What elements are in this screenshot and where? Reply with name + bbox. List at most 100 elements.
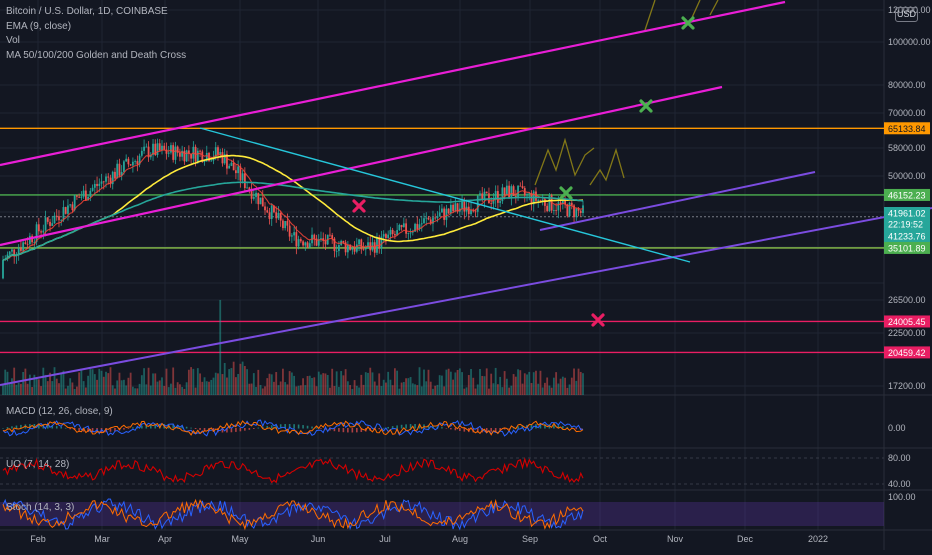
volume-bar (367, 372, 369, 395)
candle-body (136, 161, 139, 165)
candle-body (317, 239, 320, 246)
volume-bar (402, 382, 405, 395)
stoch-label[interactable]: Stoch (14, 3, 3) (6, 502, 75, 513)
candle-body (87, 196, 89, 201)
macd-histogram-bar (176, 425, 179, 429)
macd-histogram-bar (181, 425, 183, 429)
macd-histogram-bar (279, 424, 282, 429)
volume-bar (382, 379, 385, 395)
candle-body (138, 155, 141, 165)
price-label-text: 24005.45 (888, 317, 926, 327)
volume-bar (185, 382, 188, 395)
macd-axis-tick: 0.00 (888, 423, 906, 433)
macd-label[interactable]: MACD (12, 26, close, 9) (6, 406, 113, 417)
volume-bar (250, 383, 253, 395)
candle-body (259, 197, 262, 205)
candle-body (109, 177, 112, 185)
volume-bar (573, 368, 575, 395)
volume-bar (114, 388, 116, 395)
candle-body (33, 241, 36, 243)
volume-bar (248, 383, 251, 395)
candle-body (452, 204, 455, 212)
candle-body (456, 203, 459, 212)
golden-cross-marker (681, 16, 695, 30)
candle-body (351, 248, 354, 250)
golden-cross-marker (639, 99, 653, 113)
volume-bar (226, 377, 228, 395)
macd-histogram-bar (387, 426, 389, 429)
volume-bar (331, 368, 334, 395)
volume-bar (217, 373, 219, 395)
macd-histogram-bar (194, 428, 197, 430)
volume-bar (539, 370, 542, 395)
candle-body (118, 163, 121, 176)
ema-legend[interactable]: EMA (9, close) (6, 20, 72, 32)
ma-cross-legend[interactable]: MA 50/100/200 Golden and Death Cross (6, 49, 187, 61)
candle-body (190, 153, 193, 159)
candle-body (508, 185, 511, 198)
macd-histogram-bar (20, 424, 22, 429)
stoch-d-line (2, 498, 584, 531)
candle-body (335, 250, 338, 252)
candle-body (252, 197, 255, 199)
volume-bar (362, 384, 365, 395)
candle-body (331, 235, 334, 239)
candle-body (407, 232, 410, 234)
volume-bar (212, 377, 215, 395)
candle-body (125, 158, 128, 162)
volume-bar (221, 374, 224, 395)
macd-histogram-bar (490, 428, 492, 432)
volume-bar (75, 386, 78, 395)
volume-bar (219, 299, 222, 395)
volume-bar (136, 388, 139, 395)
volume-bar (299, 385, 302, 395)
volume-bar (42, 367, 45, 395)
candle-body (243, 173, 246, 189)
volume-bar (286, 384, 289, 395)
volume-bar (100, 370, 103, 395)
volume-bar (78, 372, 81, 395)
candle-body (67, 205, 69, 214)
volume-bar (152, 373, 154, 395)
candle-body (28, 235, 31, 245)
macd-histogram-bar (409, 424, 412, 429)
volume-legend[interactable]: Vol (6, 35, 20, 46)
volume-bar (320, 374, 322, 395)
volume-bar (470, 369, 472, 395)
candle-body (423, 218, 425, 224)
projection-path (534, 137, 595, 186)
price-label-tag (884, 207, 930, 219)
volume-bar (566, 387, 569, 395)
volume-bar (358, 387, 360, 395)
uo-label[interactable]: UO (7, 14, 28) (6, 459, 70, 470)
macd-histogram-bar (544, 424, 546, 429)
symbol-title[interactable]: Bitcoin / U.S. Dollar, 1D, COINBASE (6, 6, 168, 17)
candle-body (445, 208, 448, 220)
candle-body (369, 242, 372, 251)
volume-bar (261, 388, 264, 395)
volume-bar (149, 385, 152, 395)
volume-bar (11, 378, 13, 395)
volume-bar (445, 369, 448, 395)
candle-body (226, 154, 228, 169)
volume-bar (315, 386, 318, 395)
macd-histogram-bar (293, 424, 295, 429)
volume-bar (546, 377, 549, 395)
volume-bar (230, 368, 233, 395)
macd-histogram-bar (64, 427, 67, 429)
volume-bar (297, 385, 300, 395)
candle-body (214, 147, 217, 158)
volume-bar (311, 377, 313, 395)
time-axis-label: Jun (311, 534, 326, 544)
price-label-text: 65133.84 (888, 124, 926, 134)
candle-body (505, 185, 508, 195)
candle-body (405, 223, 407, 234)
macd-histogram-bar (391, 426, 394, 429)
candle-body (559, 202, 562, 205)
volume-bar (438, 375, 441, 395)
candle-body (217, 147, 219, 155)
candle-body (382, 234, 385, 237)
currency-badge[interactable]: USD (895, 7, 918, 22)
